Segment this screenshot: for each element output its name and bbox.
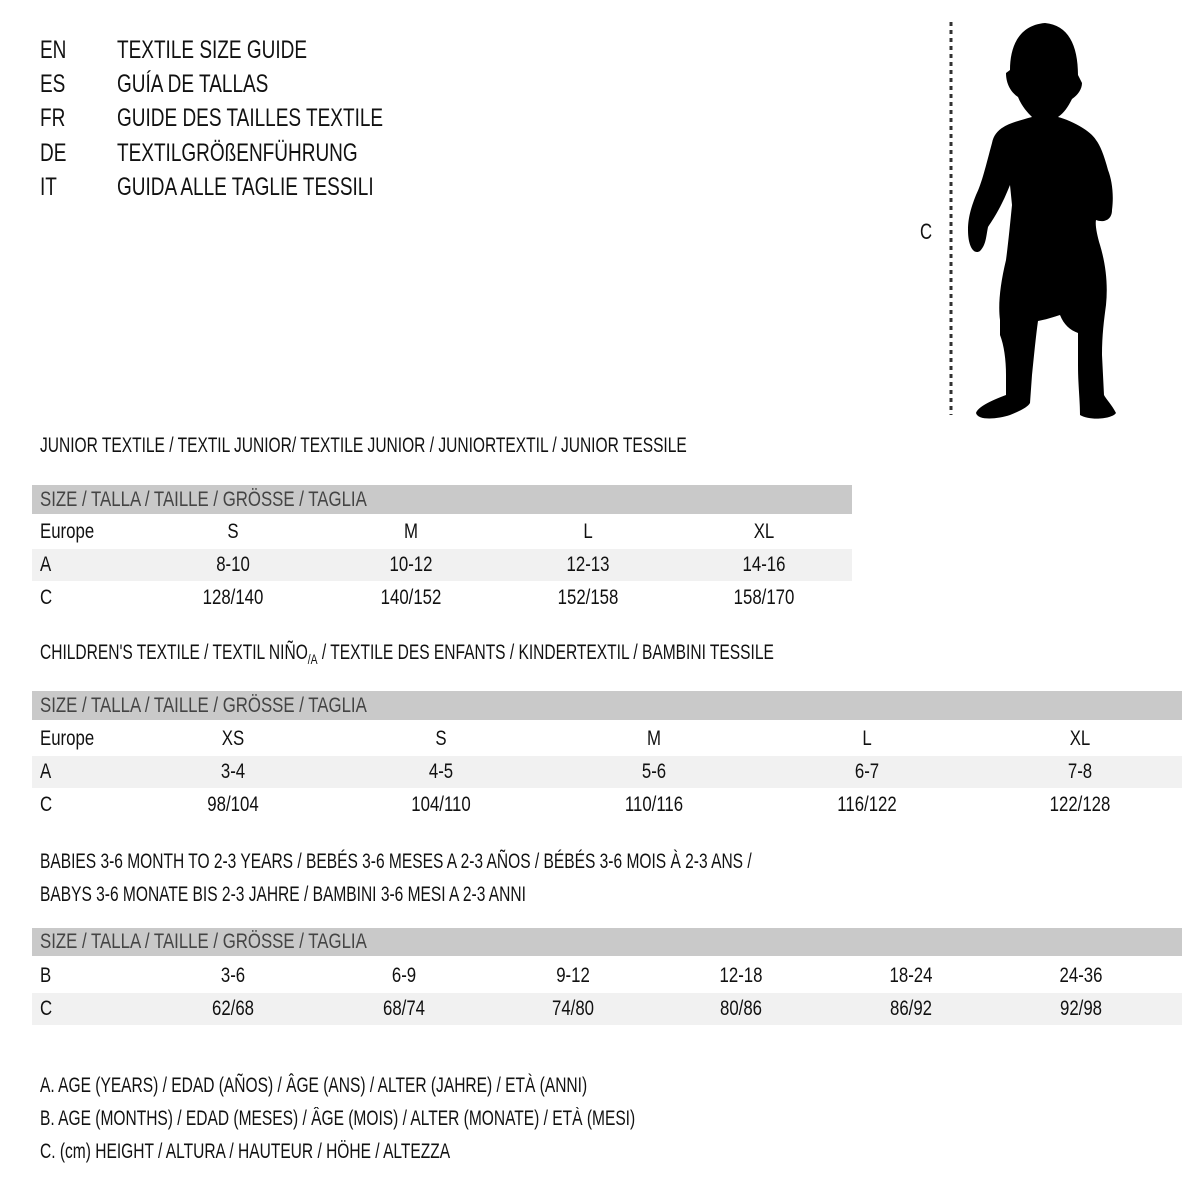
table-cell: 140/152 bbox=[380, 586, 442, 609]
junior-size-table: SIZE / TALLA / TAILLE / GRÖSSE / TAGLIA E… bbox=[32, 485, 852, 615]
table-cell: XS bbox=[221, 727, 245, 750]
table-cell: 62/68 bbox=[211, 997, 255, 1020]
table-row: B 3-6 6-9 9-12 12-18 18-24 24-36 bbox=[32, 960, 1182, 992]
height-label: C bbox=[920, 219, 933, 244]
table-header-row: SIZE / TALLA / TAILLE / GRÖSSE / TAGLIA bbox=[32, 691, 1182, 720]
table-row: A 8-10 10-12 12-13 14-16 bbox=[32, 549, 852, 581]
table-cell: 6-9 bbox=[391, 964, 417, 987]
table-cell: 98/104 bbox=[207, 793, 259, 816]
table-cell: M bbox=[404, 520, 418, 543]
table-cell: 9-12 bbox=[556, 964, 590, 987]
table-cell: XL bbox=[1069, 727, 1091, 750]
table-cell: 122/128 bbox=[1049, 793, 1111, 816]
row-label: B bbox=[40, 964, 52, 987]
table-cell: 7-8 bbox=[1067, 760, 1093, 783]
table-cell: 24-36 bbox=[1059, 964, 1103, 987]
table-cell: 3-6 bbox=[220, 964, 246, 987]
lang-code: FR bbox=[40, 104, 66, 132]
table-cell: 18-24 bbox=[889, 964, 933, 987]
section-title-babies-line2: BABYS 3-6 MONATE BIS 2-3 JAHRE / BAMBINI… bbox=[40, 883, 526, 906]
table-cell: L bbox=[583, 520, 593, 543]
table-header-row: SIZE / TALLA / TAILLE / GRÖSSE / TAGLIA bbox=[32, 928, 1182, 956]
table-cell: 74/80 bbox=[551, 997, 595, 1020]
table-cell: S bbox=[227, 520, 239, 543]
table-cell: 4-5 bbox=[428, 760, 454, 783]
row-label: Europe bbox=[40, 520, 95, 543]
header-label: SIZE / TALLA / TAILLE / GRÖSSE / TAGLIA bbox=[40, 930, 367, 953]
table-cell: 80/86 bbox=[719, 997, 763, 1020]
section-title-junior: JUNIOR TEXTILE / TEXTIL JUNIOR/ TEXTILE … bbox=[40, 434, 687, 457]
lang-code: ES bbox=[40, 70, 66, 98]
row-label: C bbox=[40, 586, 53, 609]
table-cell: 14-16 bbox=[742, 553, 786, 576]
table-cell: 8-10 bbox=[216, 553, 250, 576]
header-label: SIZE / TALLA / TAILLE / GRÖSSE / TAGLIA bbox=[40, 487, 367, 511]
section-title-children: CHILDREN'S TEXTILE / TEXTIL NIÑO/A / TEX… bbox=[40, 641, 774, 667]
table-row: A 3-4 4-5 5-6 6-7 7-8 bbox=[32, 756, 1182, 788]
legend-b: B. AGE (MONTHS) / EDAD (MESES) / ÂGE (MO… bbox=[40, 1107, 636, 1130]
children-size-table: SIZE / TALLA / TAILLE / GRÖSSE / TAGLIA E… bbox=[32, 691, 1182, 821]
guide-title: GUIDA ALLE TAGLIE TESSILI bbox=[117, 173, 374, 201]
guide-title: TEXTILGRÖßENFÜHRUNG bbox=[117, 139, 358, 167]
row-label: C bbox=[40, 793, 53, 816]
table-cell: 104/110 bbox=[411, 793, 471, 816]
table-cell: 12-18 bbox=[719, 964, 763, 987]
table-header-row: SIZE / TALLA / TAILLE / GRÖSSE / TAGLIA bbox=[32, 485, 852, 514]
table-cell: XL bbox=[753, 520, 775, 543]
table-cell: 110/116 bbox=[624, 793, 684, 816]
guide-title: GUÍA DE TALLAS bbox=[117, 70, 269, 98]
table-cell: 86/92 bbox=[889, 997, 933, 1020]
table-row: Europe XS S M L XL bbox=[32, 723, 1182, 755]
row-label: Europe bbox=[40, 727, 95, 750]
lang-code: IT bbox=[40, 173, 57, 201]
table-cell: 128/140 bbox=[202, 586, 264, 609]
legend-c: C. (cm) HEIGHT / ALTURA / HAUTEUR / HÖHE… bbox=[40, 1140, 451, 1163]
table-cell: 3-4 bbox=[220, 760, 246, 783]
row-label: A bbox=[40, 553, 52, 576]
lang-code: EN bbox=[40, 36, 67, 64]
table-cell: 116/122 bbox=[837, 793, 897, 816]
row-label: C bbox=[40, 997, 53, 1020]
table-cell: S bbox=[435, 727, 447, 750]
legend-a: A. AGE (YEARS) / EDAD (AÑOS) / ÂGE (ANS)… bbox=[40, 1074, 588, 1097]
table-cell: M bbox=[647, 727, 661, 750]
table-row: C 128/140 140/152 152/158 158/170 bbox=[32, 582, 852, 614]
table-cell: 68/74 bbox=[382, 997, 426, 1020]
table-row: C 98/104 104/110 110/116 116/122 122/128 bbox=[32, 789, 1182, 821]
guide-title: TEXTILE SIZE GUIDE bbox=[117, 36, 308, 64]
table-cell: 5-6 bbox=[641, 760, 667, 783]
table-cell: L bbox=[862, 727, 872, 750]
lang-code: DE bbox=[40, 139, 67, 167]
table-cell: 158/170 bbox=[733, 586, 795, 609]
babies-size-table: SIZE / TALLA / TAILLE / GRÖSSE / TAGLIA B… bbox=[32, 928, 1182, 1025]
guide-title: GUIDE DES TAILLES TEXTILE bbox=[117, 104, 384, 132]
child-silhouette-icon bbox=[949, 22, 1116, 419]
section-title-babies: BABIES 3-6 MONTH TO 2-3 YEARS / BEBÉS 3-… bbox=[40, 850, 752, 873]
table-cell: 92/98 bbox=[1059, 997, 1103, 1020]
header-label: SIZE / TALLA / TAILLE / GRÖSSE / TAGLIA bbox=[40, 693, 367, 717]
table-cell: 6-7 bbox=[854, 760, 880, 783]
table-row: C 62/68 68/74 74/80 80/86 86/92 92/98 bbox=[32, 993, 1182, 1025]
table-cell: 12-13 bbox=[566, 553, 610, 576]
table-cell: 10-12 bbox=[389, 553, 433, 576]
table-cell: 152/158 bbox=[557, 586, 619, 609]
table-row: Europe S M L XL bbox=[32, 516, 852, 548]
row-label: A bbox=[40, 760, 52, 783]
